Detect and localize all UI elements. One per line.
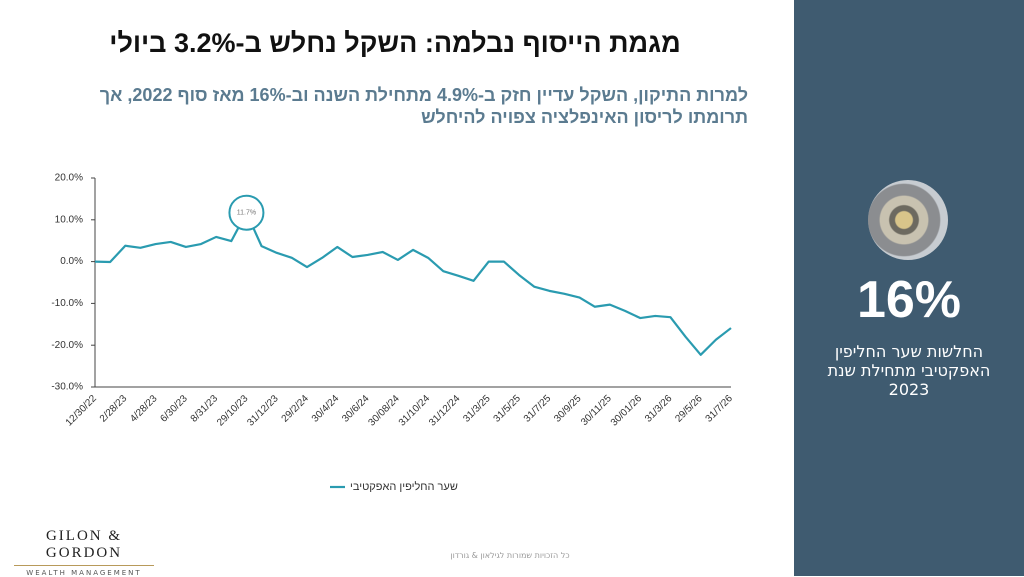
y-tick-label: -20.0% — [51, 340, 83, 351]
caption-line: 2023 — [888, 380, 930, 399]
x-tick-label: 4/28/23 — [128, 393, 160, 425]
x-tick-label: 31/3/25 — [461, 393, 493, 425]
title: מגמת הייסוף נבלמה: השקל נחלש ב-3.2% ביול… — [109, 28, 681, 58]
footer: כל הזכויות שמורות לגילאון & גורדון — [450, 551, 570, 560]
annotation-circle — [228, 194, 265, 231]
chart: -30.0% -20.0% -10.0% 0.0% 10.0% 20.0% 12/30/22… — [51, 173, 736, 493]
legend-label: שער החליפין האפקטיבי — [350, 480, 458, 493]
x-tick-label: 31/5/25 — [492, 393, 524, 425]
y-tick-label: -10.0% — [51, 298, 83, 309]
x-tick-label: 6/30/23 — [158, 393, 190, 425]
x-tick-label: 2/28/23 — [98, 393, 130, 425]
caption: החלשות שער החליפין האפקטיבי מתחילת שנת 2… — [794, 342, 1024, 399]
subtitle: למרות התיקון, השקל עדיין חזק ב-4.9% מתחי… — [99, 85, 748, 127]
y-tick-label: 20.0% — [55, 173, 83, 184]
x-tick-label: 30/4/24 — [310, 393, 342, 425]
x-tick-label: 12/30/22 — [64, 393, 100, 429]
x-tick-label: 31/7/25 — [522, 393, 554, 425]
logo-tagline: WEALTH MANAGEMENT — [26, 569, 142, 577]
x-tick-label: 31/7/26 — [704, 393, 736, 425]
coins-image — [868, 180, 948, 260]
caption-line: האפקטיבי מתחילת שנת — [827, 361, 991, 380]
x-tick-label: 30/11/25 — [579, 393, 614, 428]
logo: GILON & GORDON WEALTH MANAGEMENT — [14, 528, 154, 577]
headline: 16% — [856, 271, 962, 329]
x-tick-label: 29/2/24 — [280, 393, 312, 425]
y-tick-label: -30.0% — [51, 382, 83, 393]
x-tick-label: 29/10/23 — [215, 393, 251, 429]
x-tick-label: 31/12/23 — [245, 393, 281, 429]
series-line — [94, 211, 732, 356]
side-panel: 16% החלשות שער החליפין האפקטיבי מתחילת ש… — [794, 0, 1024, 576]
x-tick-label: 31/3/26 — [643, 393, 675, 425]
y-tick-label: 0.0% — [60, 256, 83, 267]
y-tick-label: 10.0% — [55, 214, 83, 225]
x-tick-label: 31/10/24 — [397, 393, 433, 429]
x-tick-label: 30/01/26 — [609, 393, 645, 429]
x-tick-label: 31/12/24 — [427, 393, 463, 429]
x-tick-label: 30/08/24 — [367, 393, 403, 429]
caption-line: החלשות שער החליפין — [834, 342, 984, 361]
logo-name: GILON & GORDON — [14, 528, 154, 566]
x-tick-label: 29/5/26 — [673, 393, 705, 425]
data-label: 11.7% — [237, 210, 256, 217]
